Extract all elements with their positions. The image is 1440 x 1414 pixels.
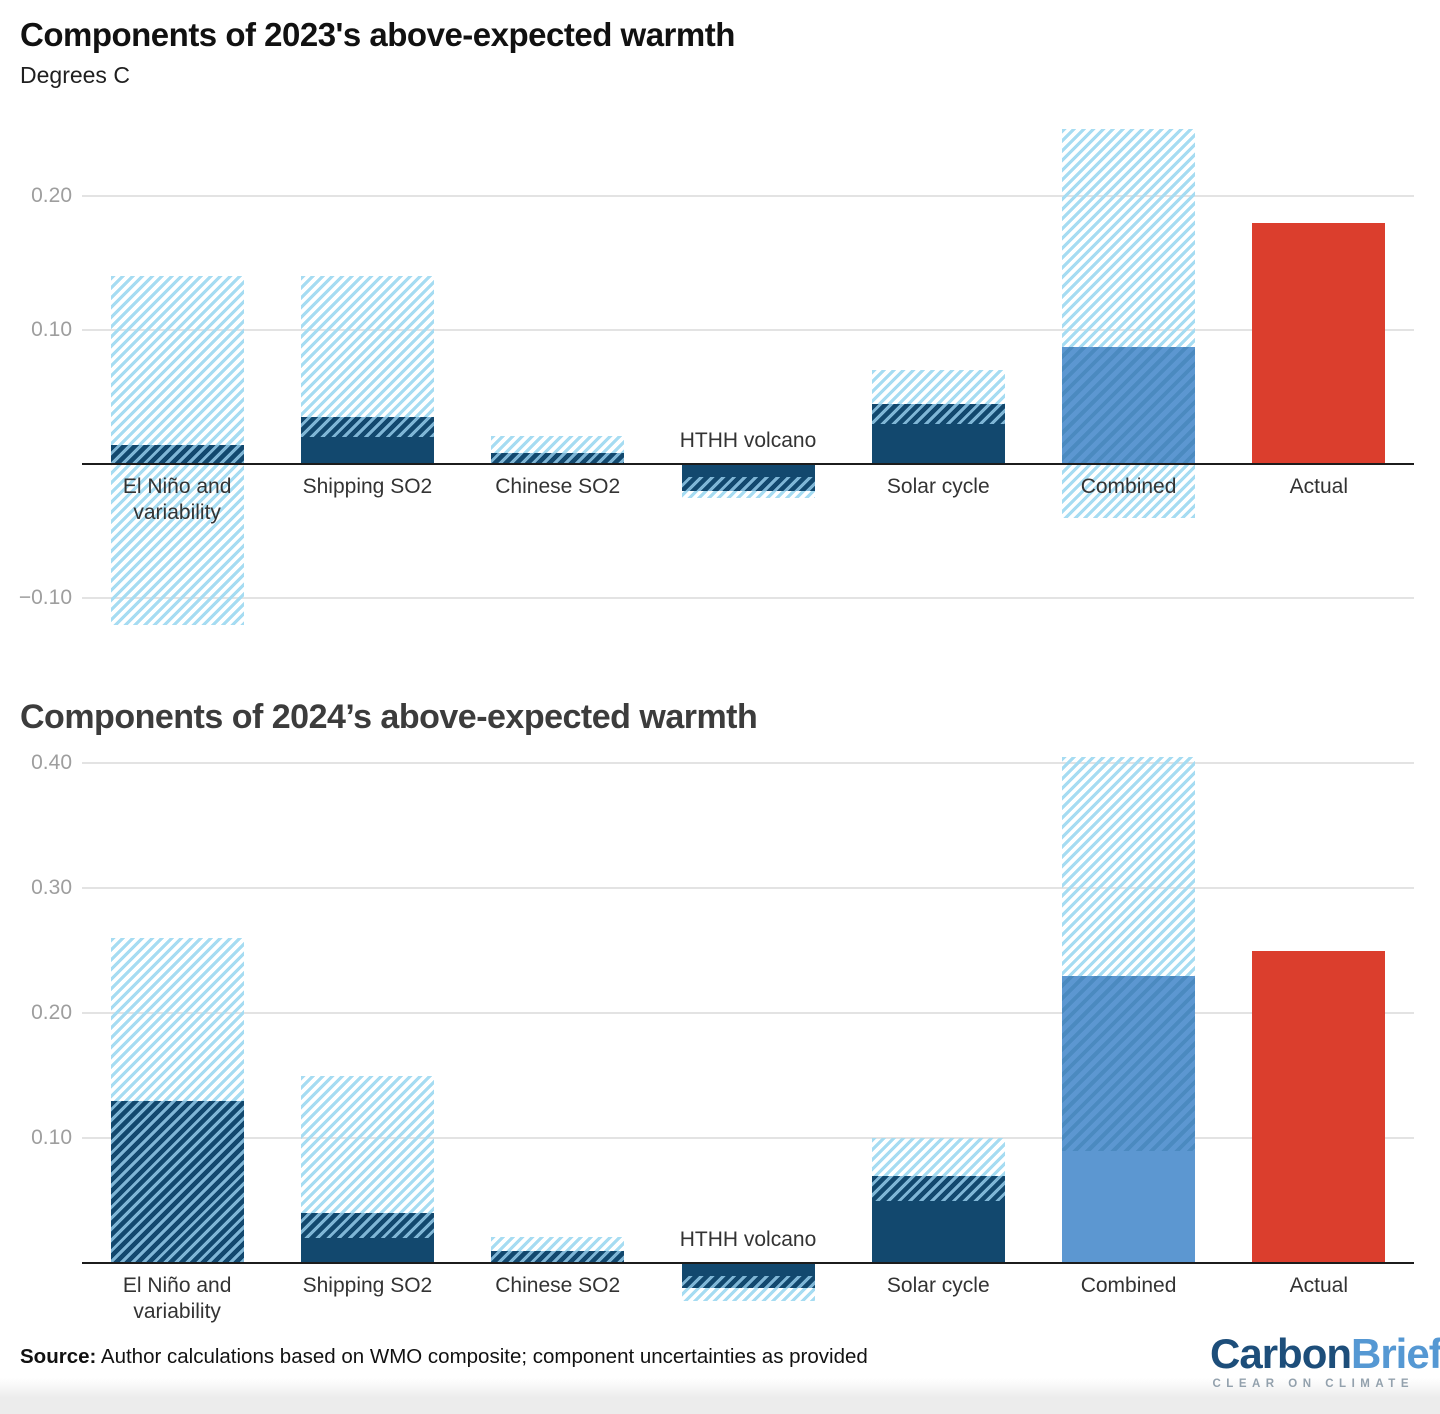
source-line: Source: Author calculations based on WMO… — [20, 1345, 868, 1369]
category-label: Shipping SO2 — [302, 475, 433, 498]
category-label: El Niño and variability — [122, 475, 232, 525]
gridline — [82, 597, 1414, 599]
x-axis-line — [82, 1262, 1414, 1264]
category-label: HTHH volcano — [679, 429, 817, 452]
bar-segment-solid-dark — [871, 1200, 1005, 1263]
bar-segment-hatch-dark — [491, 453, 625, 464]
category-label: HTHH volcano — [679, 1228, 817, 1251]
gridline — [82, 762, 1414, 764]
y-axis-tick-label: −0.10 — [18, 586, 72, 609]
source-text: Author calculations based on WMO composi… — [96, 1345, 868, 1368]
bar-segment-solid-red — [1252, 950, 1386, 1263]
footer-band — [0, 1378, 1440, 1414]
gridline — [82, 1137, 1414, 1139]
category-label: Shipping SO2 — [302, 1274, 433, 1297]
y-axis-tick-label: 0.20 — [31, 1001, 72, 1024]
category-label: Combined — [1080, 1274, 1177, 1297]
category-label: Solar cycle — [886, 1274, 990, 1297]
bar-segment-hatch-dark — [300, 1213, 434, 1238]
bar-segment-hatch-dark — [300, 417, 434, 438]
y-axis-tick-label: 0.30 — [31, 876, 72, 899]
logo-carbon-text: Carbon — [1210, 1330, 1352, 1377]
bar-segment-hatch-dark — [871, 1175, 1005, 1201]
source-label: Source: — [20, 1345, 97, 1368]
gridline — [82, 195, 1414, 197]
bar-segment-solid-mid — [1062, 1150, 1196, 1263]
bar-segment-hatch-mid — [1062, 975, 1196, 1151]
category-label: Combined — [1080, 475, 1177, 498]
bar-segment-solid-dark — [681, 464, 815, 478]
carbonbrief-logo-wordmark: CarbonBrief — [1210, 1330, 1440, 1378]
bar-segment-solid-dark — [300, 1238, 434, 1263]
bar-segment-solid-red — [1252, 222, 1386, 464]
category-label: Solar cycle — [886, 475, 990, 498]
category-label: El Niño and variability — [122, 1274, 232, 1324]
bar-segment-hatch-dark — [681, 477, 815, 491]
logo-brief-text: Brief — [1351, 1330, 1440, 1377]
bar-segment-solid-dark — [871, 423, 1005, 464]
x-axis-line — [82, 463, 1414, 465]
y-axis-tick-label: 0.40 — [31, 751, 72, 774]
bar-segment-hatch-dark — [491, 1250, 625, 1263]
bar-segment-hatch-dark — [110, 445, 244, 464]
gridline — [82, 1012, 1414, 1014]
bar-segment-hatch-mid — [1062, 347, 1196, 464]
chart-title-2023: Components of 2023's above-expected warm… — [20, 16, 735, 53]
y-axis-tick-label: 0.20 — [31, 184, 72, 207]
category-label: Chinese SO2 — [495, 1274, 621, 1297]
gridline — [82, 329, 1414, 331]
category-label: Actual — [1289, 475, 1349, 498]
category-label: Actual — [1289, 1274, 1349, 1297]
bar-segment-solid-dark — [300, 437, 434, 464]
bar-segment-hatch-dark — [681, 1275, 815, 1288]
carbonbrief-logo: CarbonBrief CLEAR ON CLIMATE — [1210, 1330, 1440, 1390]
y-axis-tick-label: 0.10 — [31, 1126, 72, 1149]
chart-title-2024: Components of 2024’s above-expected warm… — [20, 698, 758, 736]
logo-tagline: CLEAR ON CLIMATE — [1212, 1378, 1414, 1390]
bar-segment-hatch-dark — [110, 1100, 244, 1263]
gridline — [82, 887, 1414, 889]
category-label: Chinese SO2 — [495, 475, 621, 498]
y-axis-tick-label: 0.10 — [31, 318, 72, 341]
bar-segment-hatch-dark — [871, 403, 1005, 424]
chart-subtitle-degrees-c: Degrees C — [20, 62, 130, 88]
bar-segment-solid-dark — [681, 1263, 815, 1276]
